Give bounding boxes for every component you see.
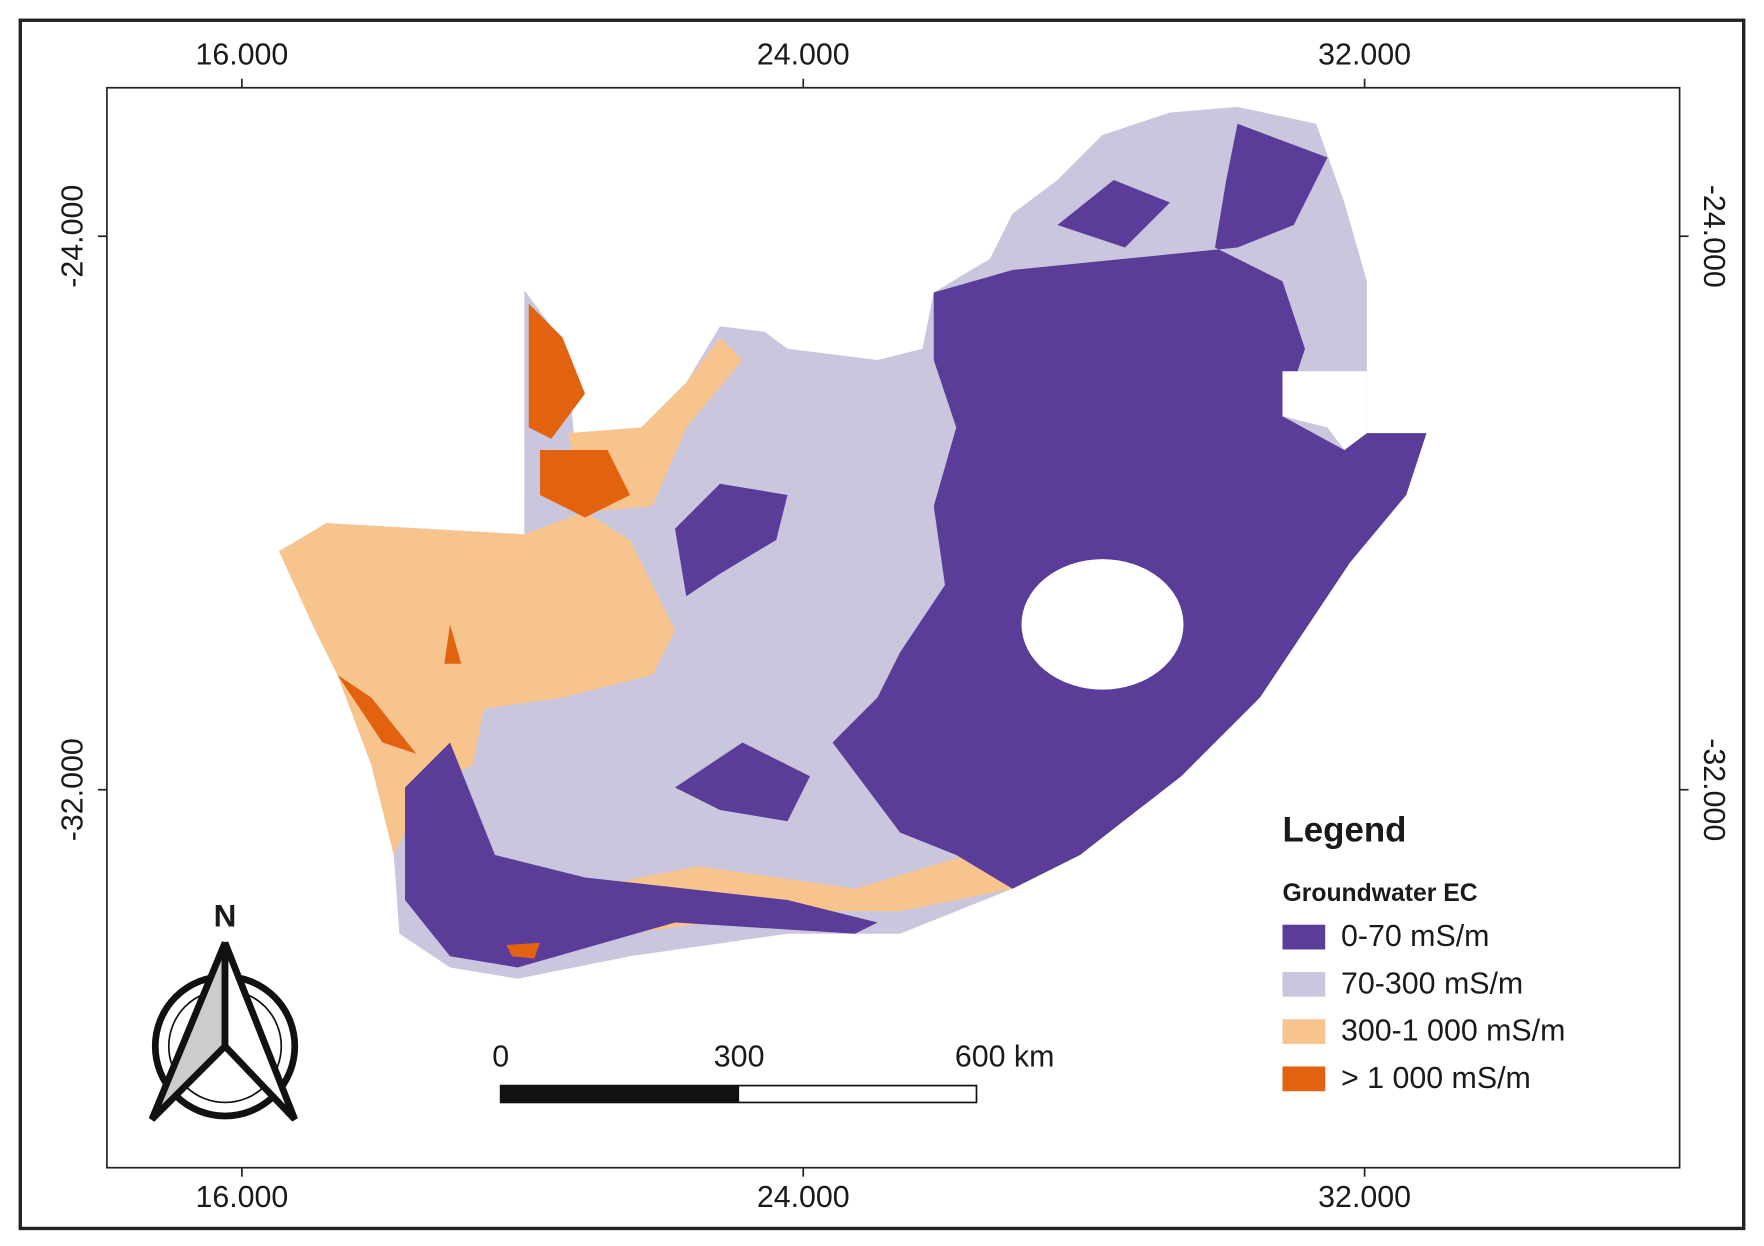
scale-label: 0 [492,1041,509,1074]
tick-label: 24.000 [757,1181,850,1214]
region [405,742,878,968]
north-arrow: N [148,897,299,1122]
scale-label: 600 km [955,1041,1055,1074]
legend-swatch [1282,1019,1326,1044]
outer-frame [18,18,1746,1231]
legend-label: 0-70 mS/m [1341,920,1489,953]
tick-label: -32.000 [56,738,89,841]
north-label: N [214,897,237,933]
scale-label: 300 [714,1041,765,1074]
region [540,449,631,518]
tick-label: 24.000 [757,38,850,71]
map-regions [279,106,1427,979]
scale-bar: 0 300 600 km [492,1041,1055,1104]
legend-label: > 1 000 mS/m [1341,1062,1531,1095]
map-frame [106,86,1681,1169]
legend-title: Legend [1282,811,1406,850]
legend-label: 70-300 mS/m [1341,967,1523,1000]
legend: Legend Groundwater EC 0-70 mS/m 70-300 mS… [1282,811,1565,1095]
tick-label: -32.000 [1697,738,1730,841]
legend-label: 300-1 000 mS/m [1341,1015,1565,1048]
region [1057,179,1170,248]
legend-swatch [1282,924,1326,950]
lesotho-gap [1021,559,1184,690]
tick-label: 16.000 [195,38,288,71]
legend-swatch [1282,1066,1326,1092]
tick-marks [97,78,1689,1177]
legend-subtitle: Groundwater EC [1282,880,1477,907]
region [279,511,676,855]
region [675,483,788,597]
region [675,742,811,822]
tick-label: -24.000 [56,185,89,288]
legend-swatch [1282,971,1326,997]
region [528,303,586,439]
tick-label: 16.000 [195,1181,288,1214]
region [337,674,417,754]
tick-label: 32.000 [1318,1181,1411,1214]
tick-label: 32.000 [1318,38,1411,71]
swaziland-gap [1282,371,1367,450]
tick-label: -24.000 [1697,185,1730,288]
region [832,123,1427,889]
region [444,624,462,664]
region [506,942,541,959]
